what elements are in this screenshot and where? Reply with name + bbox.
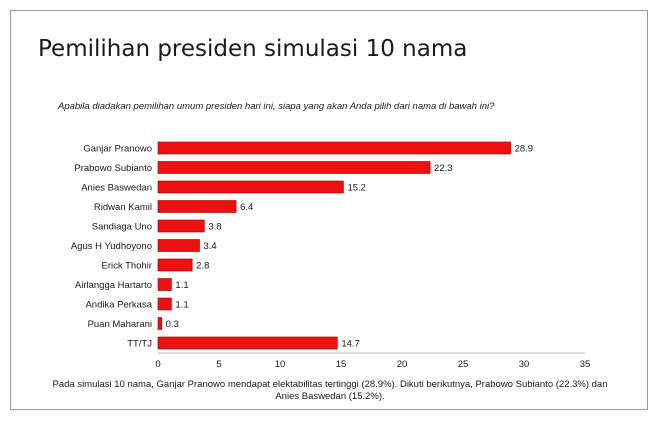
x-axis: 0 5 10 15 20 25 30 35 — [155, 352, 591, 370]
category-label: Puan Maharani — [88, 319, 152, 330]
category-label: TT/TJ — [127, 339, 152, 350]
x-tick-label: 20 — [397, 359, 408, 370]
category-label: Erick Thohir — [101, 261, 152, 272]
data-label: 6.4 — [240, 202, 253, 213]
category-label: Sandiaga Uno — [92, 222, 152, 233]
value-labels-group: 28.9 22.3 15.2 6.4 3.8 3.4 2.8 1.1 1.1 0.3 14.7 — [166, 144, 533, 350]
data-label: 22.3 — [434, 163, 453, 174]
x-tick-label: 15 — [336, 359, 347, 370]
data-label: 15.2 — [347, 183, 366, 194]
category-labels-group: Ganjar Pranowo Prabowo Subianto Anies Basw… — [71, 144, 153, 350]
data-label: 1.1 — [175, 280, 188, 291]
category-label: Ganjar Pranowo — [83, 144, 152, 155]
category-label: Prabowo Subianto — [74, 163, 152, 174]
bar-puan-maharani — [157, 317, 162, 330]
bar-agus-h-yudhoyono — [157, 239, 200, 252]
data-label: 14.7 — [341, 339, 360, 350]
data-label: 1.1 — [175, 300, 188, 311]
category-label: Anies Baswedan — [81, 183, 152, 194]
x-tick-label: 10 — [275, 359, 286, 370]
bar-prabowo-subianto — [157, 161, 431, 174]
bar-sandiaga-uno — [157, 219, 205, 233]
data-label: 0.3 — [166, 319, 179, 330]
page-title: Pemilihan presiden simulasi 10 nama — [38, 36, 468, 62]
bar-anies-baswedan — [157, 180, 344, 194]
bar-ridwan-kamil — [157, 200, 237, 213]
category-label: Ridwan Kamil — [94, 202, 152, 213]
x-tick-label: 5 — [216, 359, 221, 370]
category-label: Agus H Yudhoyono — [71, 241, 152, 252]
data-label: 28.9 — [515, 144, 534, 155]
bar-andika-perkasa — [157, 297, 172, 311]
bars-group — [157, 141, 511, 350]
x-tick-label: 0 — [155, 359, 160, 370]
chart-subtitle: Apabila diadakan pemilihan umum presiden… — [58, 101, 495, 112]
data-label: 3.4 — [203, 241, 216, 252]
chart-caption: Pada simulasi 10 nama, Ganjar Pranowo me… — [52, 379, 608, 402]
bar-airlangga-hartarto — [157, 278, 172, 291]
x-tick-label: 25 — [458, 359, 469, 370]
category-label: Andika Perkasa — [85, 300, 152, 311]
data-label: 3.8 — [208, 222, 221, 233]
category-label: Airlangga Hartarto — [75, 280, 152, 291]
x-tick-label: 35 — [580, 359, 591, 370]
bar-ganjar-pranowo — [157, 141, 511, 155]
bar-tt-tj — [157, 336, 338, 350]
bar-erick-thohir — [157, 258, 193, 272]
x-tick-label: 30 — [519, 359, 530, 370]
data-label: 2.8 — [196, 261, 209, 272]
